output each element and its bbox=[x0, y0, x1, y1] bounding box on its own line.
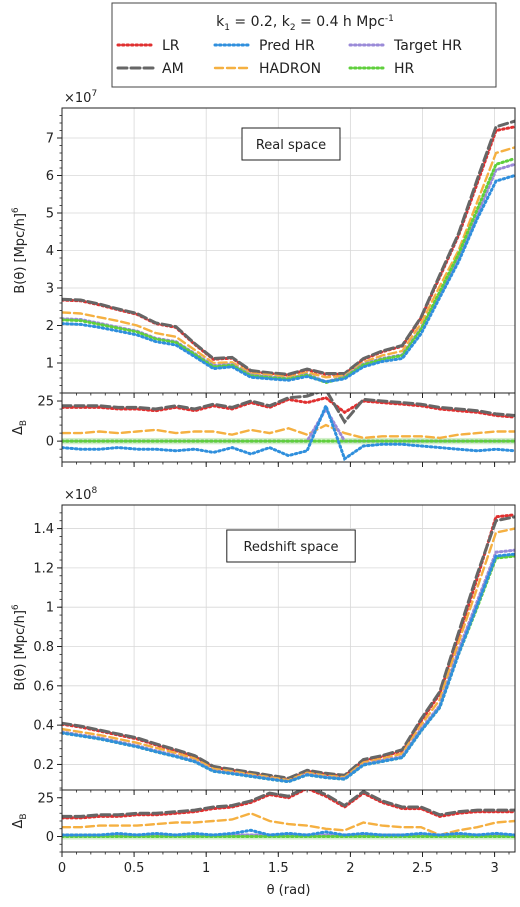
x-tick-label: 0.5 bbox=[124, 861, 145, 876]
legend-label-am: AM bbox=[162, 61, 184, 77]
y-tick-label: 4 bbox=[46, 244, 54, 259]
y-multiplier: ×107 bbox=[64, 89, 97, 106]
series-line-predhr bbox=[62, 174, 515, 384]
axes-frame bbox=[61, 789, 516, 853]
y-tick-label: 25 bbox=[37, 395, 54, 410]
y-axis-label: B(θ) [Mpc/h]6 bbox=[11, 604, 28, 691]
x-tick-label: 1 bbox=[202, 861, 210, 876]
x-axis-label: θ (rad) bbox=[267, 883, 311, 898]
y-tick-label: 0.6 bbox=[33, 679, 54, 694]
series-line-lr bbox=[62, 790, 515, 820]
y-tick-label: 3 bbox=[46, 282, 54, 297]
y-tick-label: 5 bbox=[46, 207, 54, 222]
series-line-targethr bbox=[62, 406, 515, 443]
y-axis-label: ΔB bbox=[11, 420, 29, 435]
legend-label-predhr: Pred HR bbox=[259, 38, 315, 54]
axes-frame bbox=[61, 392, 516, 463]
legend-label-targethr: Target HR bbox=[393, 38, 462, 54]
panel-1: 1 2 3 4 5 6 7 B(θ) [Mpc/h]6 ×107 Real space bbox=[11, 89, 516, 398]
y-tick-label: 2 bbox=[46, 319, 54, 334]
y-tick-label: 1.4 bbox=[33, 522, 54, 537]
y-tick-label: 1 bbox=[46, 601, 54, 616]
series-line-hadron bbox=[62, 527, 515, 782]
series-line-predhr bbox=[62, 828, 515, 837]
y-tick-label: 1.2 bbox=[33, 561, 54, 576]
x-tick-label: 2 bbox=[346, 861, 354, 876]
legend-label-hr: HR bbox=[394, 61, 415, 77]
y-tick-label: 25 bbox=[37, 791, 54, 806]
y-tick-label: 0.4 bbox=[33, 719, 54, 734]
series-line-hadron bbox=[62, 423, 515, 440]
y-tick-label: 0 bbox=[46, 435, 54, 450]
series-line-hr bbox=[62, 157, 515, 385]
series-line-lr bbox=[62, 396, 515, 419]
panel-title-box bbox=[241, 127, 341, 161]
x-tick-label: 2.5 bbox=[412, 861, 433, 876]
legend-label-lr: LR bbox=[162, 38, 180, 54]
y-axis-label: B(θ) [Mpc/h]6 bbox=[11, 207, 28, 294]
series-line-am bbox=[62, 393, 515, 425]
panel-title-box bbox=[226, 529, 356, 563]
legend-title: k1​ = 0.2, k2​ = 0.4 h Mpc-1​ bbox=[216, 14, 394, 33]
panel-2: 0 25 ΔB bbox=[11, 392, 516, 467]
series-line-am bbox=[62, 515, 515, 780]
y-tick-label: 0 bbox=[46, 830, 54, 845]
series-line-am bbox=[62, 119, 515, 376]
y-tick-label: 0.8 bbox=[33, 640, 54, 655]
panel-title: Redshift space bbox=[243, 540, 338, 555]
x-tick-label: 3 bbox=[490, 861, 498, 876]
panel-title: Real space bbox=[256, 138, 326, 153]
series-line-am bbox=[62, 790, 515, 818]
y-axis-label: ΔB bbox=[11, 813, 29, 828]
panel-3: 0.2 0.4 0.6 0.8 1 1.2 1.4 B(θ) [Mpc/h]6 ×108 Reds… bbox=[11, 486, 516, 795]
legend-frame bbox=[111, 2, 497, 88]
series-line-predhr bbox=[62, 552, 515, 784]
x-tick-label: 1.5 bbox=[268, 861, 289, 876]
y-tick-label: 0.2 bbox=[33, 758, 54, 773]
series-line-predhr bbox=[62, 401, 515, 462]
y-tick-label: 7 bbox=[46, 132, 54, 147]
y-tick-label: 1 bbox=[46, 357, 54, 372]
x-tick-label: 0 bbox=[58, 861, 66, 876]
legend: k1​ = 0.2, k2​ = 0.4 h Mpc-1​ LR Pred HR Ta… bbox=[111, 2, 497, 88]
y-tick-label: 6 bbox=[46, 169, 54, 184]
panel-4: 0 25 ΔB bbox=[11, 789, 516, 857]
y-multiplier: ×108 bbox=[64, 486, 97, 503]
legend-label-hadron: HADRON bbox=[259, 61, 321, 77]
